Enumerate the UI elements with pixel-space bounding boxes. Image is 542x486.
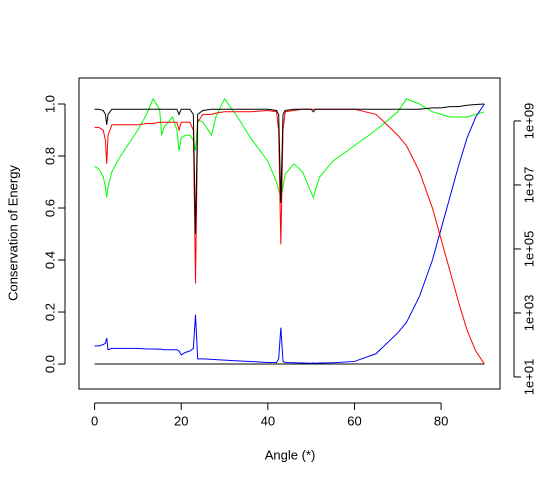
x-tick-label: 80 <box>434 413 448 428</box>
plot-frame <box>78 77 501 390</box>
series-line <box>94 103 485 235</box>
y2-tick-label: 1e+09 <box>521 103 536 140</box>
y-tick-label: 0.8 <box>42 147 57 165</box>
x-tick-label: 60 <box>347 413 361 428</box>
y2-tick-label: 1e+03 <box>521 295 536 332</box>
y-tick-label: 0.4 <box>42 251 57 269</box>
x-tick-label: 0 <box>91 413 98 428</box>
y2-tick-label: 1e+01 <box>521 359 536 396</box>
y-tick-label: 1.0 <box>42 95 57 113</box>
x-tick-label: 40 <box>261 413 275 428</box>
y-tick-label: 0.6 <box>42 199 57 217</box>
series-line <box>94 103 485 364</box>
y2-tick-label: 1e+05 <box>521 231 536 268</box>
x-tick-label: 20 <box>174 413 188 428</box>
series-line <box>94 97 485 200</box>
y-tick-label: 0.0 <box>42 355 57 373</box>
y2-tick-label: 1e+07 <box>521 167 536 204</box>
series-line <box>94 108 485 365</box>
x-axis-label: Angle (*) <box>265 447 316 462</box>
y-axis-label: Conservation of Energy <box>5 165 20 301</box>
y-tick-label: 0.2 <box>42 303 57 321</box>
